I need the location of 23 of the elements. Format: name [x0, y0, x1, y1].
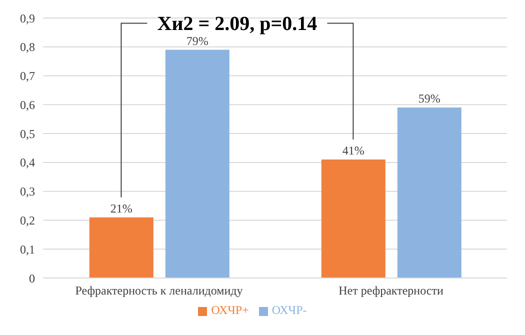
- bar: [89, 217, 154, 278]
- annotation: Хи2 = 2.09, p=0.14: [157, 13, 318, 36]
- y-tick-label: 0,8: [20, 40, 35, 54]
- data-label: 79%: [186, 34, 208, 48]
- y-tick-label: 0: [29, 271, 35, 286]
- legend-label: ОХЧР-: [272, 303, 307, 317]
- y-tick-label: 0,1: [20, 242, 35, 256]
- x-tick-label: Рефрактерность к леналидомиду: [75, 284, 243, 298]
- bar: [165, 50, 230, 278]
- y-tick-label: 0,3: [20, 184, 35, 199]
- y-tick-label: 0,4: [20, 156, 35, 170]
- y-tick-label: 0,2: [20, 213, 35, 228]
- x-tick-label: Нет рефрактерности: [338, 284, 444, 298]
- data-label: 59%: [418, 92, 440, 106]
- y-tick-label: 0,7: [20, 69, 35, 84]
- data-label: 21%: [110, 201, 132, 216]
- bar: [321, 160, 386, 278]
- y-tick-label: 0,5: [20, 126, 35, 141]
- legend-label: ОХЧР+: [211, 303, 249, 317]
- y-tick-label: 0,6: [20, 98, 35, 112]
- bar: [397, 108, 462, 278]
- y-tick-label: 0,9: [20, 11, 35, 26]
- data-label: 41%: [342, 144, 364, 158]
